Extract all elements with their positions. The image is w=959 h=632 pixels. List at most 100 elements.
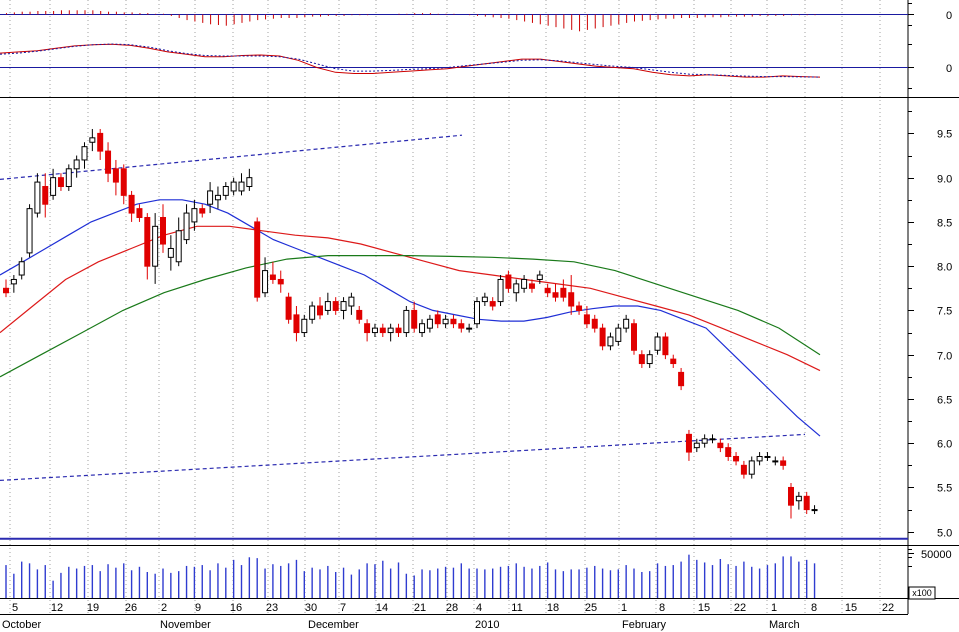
candle-body: [795, 495, 802, 502]
candle: [725, 443, 732, 461]
macd-line: [0, 43, 821, 78]
candle: [481, 292, 488, 307]
candle: [238, 173, 245, 196]
candle: [442, 314, 449, 329]
candle-body: [513, 283, 520, 294]
candle-body: [183, 212, 190, 241]
day-label: 22: [882, 602, 894, 614]
price-y-axis: 5.0 5.5 6.0 6.5 7.0 7.5 8.0 8.5 9.0 9.5: [908, 111, 952, 540]
candle: [709, 434, 716, 444]
candle-body: [607, 336, 614, 347]
candle-body: [748, 460, 755, 475]
y-tick-label: 9.5: [937, 129, 952, 141]
candle: [254, 217, 261, 302]
candle-body: [756, 455, 763, 462]
candle-body: [167, 247, 174, 258]
candle-body: [646, 354, 653, 365]
candle-body: [662, 336, 669, 356]
candle-body: [670, 358, 677, 365]
candle: [160, 204, 166, 253]
volume-bars: [5, 554, 816, 598]
candle: [207, 182, 214, 214]
candle: [803, 491, 810, 515]
candle: [10, 275, 17, 293]
candle-body: [489, 301, 496, 307]
candle: [324, 292, 331, 315]
overlay-line: [0, 199, 821, 437]
volume-multiplier-box: [908, 586, 936, 600]
day-label: 19: [87, 602, 99, 614]
candle-body: [419, 323, 426, 334]
candle: [18, 257, 25, 280]
candle-body: [144, 216, 151, 267]
candle-body: [230, 181, 237, 192]
day-label: 22: [734, 602, 746, 614]
y-tick-label: 9.0: [937, 174, 952, 186]
overlay-line: [0, 225, 821, 372]
candle-body: [481, 296, 488, 303]
candle: [717, 438, 724, 453]
month-label: December: [308, 619, 359, 631]
candle-body: [254, 221, 261, 298]
candle-body: [725, 447, 732, 457]
candle-body: [356, 309, 363, 320]
candle-body: [324, 301, 331, 311]
candle: [795, 491, 802, 510]
candle-body: [214, 194, 221, 201]
candle: [748, 456, 755, 479]
candle-body: [788, 486, 794, 506]
candle-body: [560, 287, 567, 298]
candle: [623, 314, 630, 333]
day-label: 8: [811, 602, 817, 614]
candle: [615, 323, 622, 346]
candle: [112, 159, 119, 196]
macd-hist-tick-label: 0: [946, 10, 952, 22]
candle: [489, 297, 496, 311]
volume-tick-label: 50000: [921, 549, 952, 561]
candlesticks: [3, 128, 818, 519]
candle-body: [434, 314, 441, 325]
candle: [348, 292, 355, 315]
candle-body: [120, 168, 127, 196]
candle-body: [364, 323, 371, 334]
candle-body: [458, 323, 465, 329]
candle-body: [97, 132, 104, 152]
candle: [772, 456, 779, 466]
candle-body: [599, 327, 606, 347]
day-label: 25: [585, 602, 597, 614]
candle: [42, 173, 49, 218]
candle: [450, 314, 457, 329]
candle: [120, 164, 127, 205]
candle: [152, 213, 159, 284]
candle: [505, 270, 512, 293]
volume-axis: 50000 x100: [908, 549, 952, 600]
candle-body: [591, 318, 598, 329]
candle: [136, 204, 143, 222]
candle-body: [568, 292, 575, 307]
candle-body: [497, 278, 504, 303]
candle-body: [269, 274, 276, 280]
candle: [788, 483, 794, 519]
candle-body: [685, 433, 692, 453]
candle-body: [536, 274, 543, 280]
candle: [293, 306, 300, 342]
candle-body: [623, 318, 630, 329]
candle: [403, 306, 410, 337]
candle: [34, 173, 41, 218]
candle-body: [285, 296, 292, 320]
candle-body: [136, 208, 143, 218]
candle-body: [317, 305, 323, 316]
candle-body: [387, 327, 394, 334]
candle-body: [128, 194, 135, 214]
candle-body: [379, 327, 386, 334]
candle: [3, 279, 9, 298]
candle: [73, 155, 80, 178]
day-label: 1: [621, 602, 627, 614]
candle: [26, 204, 33, 258]
candle-body: [65, 168, 72, 188]
candle-body: [3, 287, 9, 294]
day-label: 28: [446, 602, 458, 614]
candle-body: [474, 301, 480, 325]
candle: [105, 142, 112, 183]
candle-body: [238, 181, 245, 192]
